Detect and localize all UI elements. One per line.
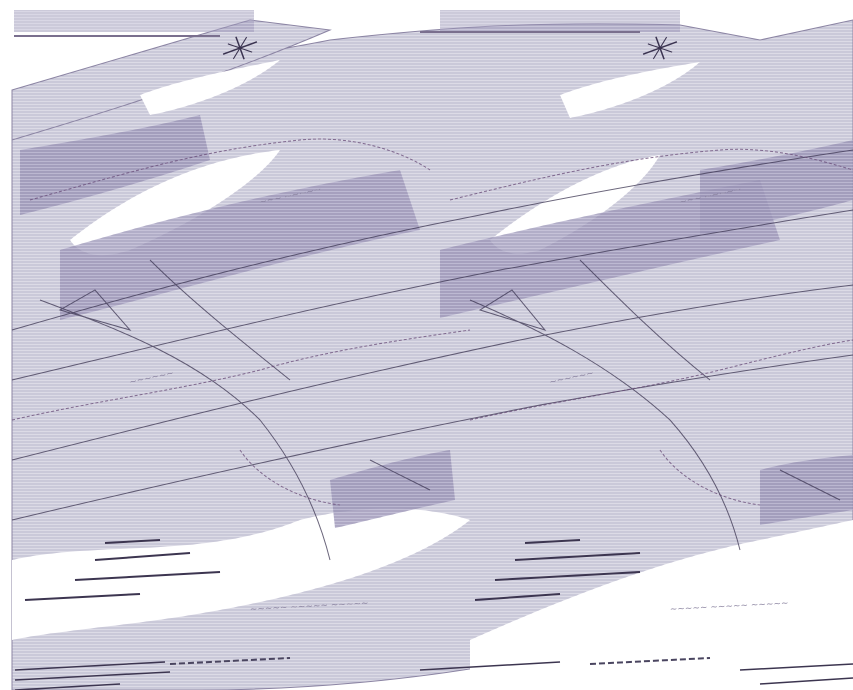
compass-rose-icon	[642, 36, 678, 60]
scale-bar-left	[14, 657, 291, 690]
legend-left	[24, 539, 221, 601]
compass-rose-icon	[222, 36, 258, 60]
district-regions	[20, 115, 853, 528]
district-boundaries	[11, 138, 853, 506]
map-title-right	[420, 10, 680, 33]
scale-bar-right	[419, 657, 853, 685]
road-network	[11, 149, 853, 561]
map-title-left	[14, 10, 254, 37]
legend-right	[474, 539, 641, 601]
